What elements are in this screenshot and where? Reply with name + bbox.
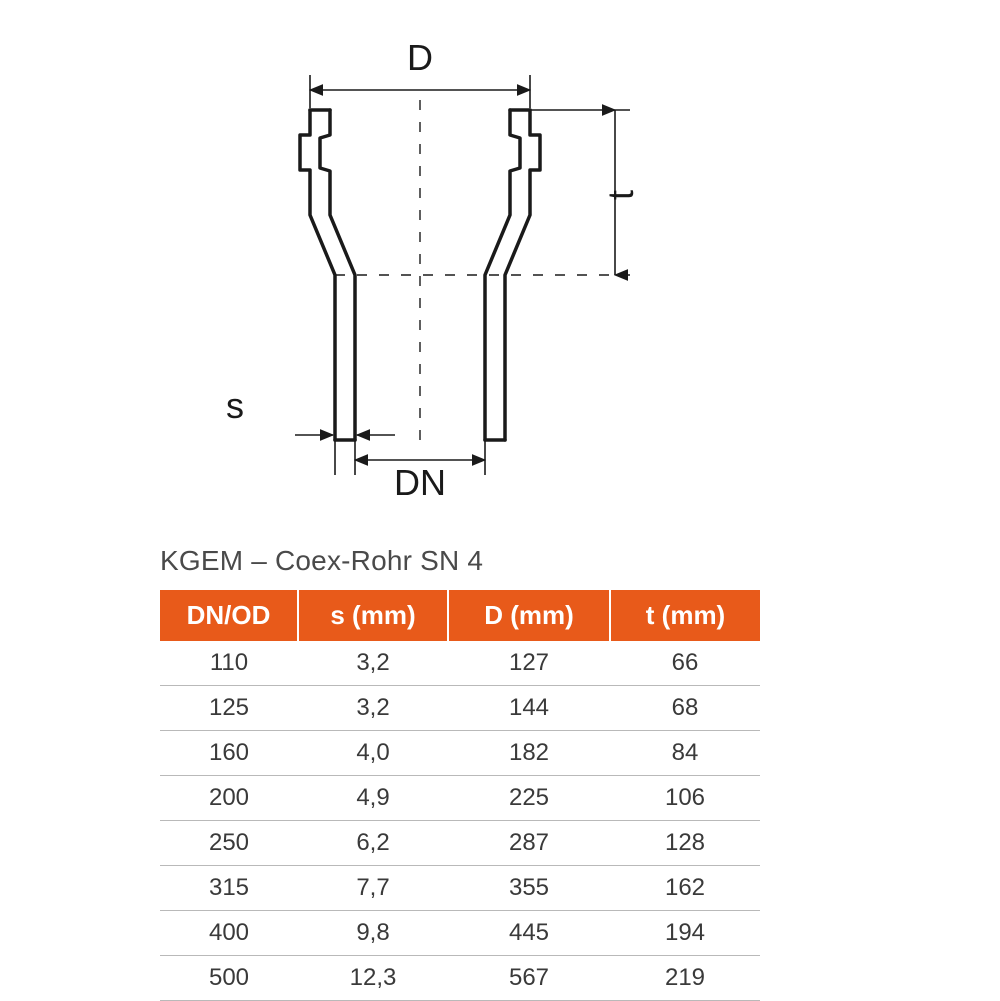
table-cell: 3,2	[298, 641, 448, 686]
table-cell: 125	[160, 686, 298, 731]
table-row: 3157,7355162	[160, 866, 760, 911]
table-cell: 200	[160, 776, 298, 821]
spec-table-wrap: DN/OD s (mm) D (mm) t (mm) 1103,21276612…	[160, 590, 760, 1001]
col-s: s (mm)	[298, 590, 448, 641]
table-cell: 4,9	[298, 776, 448, 821]
table-cell: 6,2	[298, 821, 448, 866]
table-cell: 128	[610, 821, 760, 866]
table-cell: 4,0	[298, 731, 448, 776]
table-cell: 127	[448, 641, 610, 686]
table-cell: 110	[160, 641, 298, 686]
table-header-row: DN/OD s (mm) D (mm) t (mm)	[160, 590, 760, 641]
table-cell: 445	[448, 911, 610, 956]
table-cell: 106	[610, 776, 760, 821]
table-cell: 400	[160, 911, 298, 956]
table-cell: 160	[160, 731, 298, 776]
table-cell: 500	[160, 956, 298, 1001]
table-cell: 9,8	[298, 911, 448, 956]
table-cell: 219	[610, 956, 760, 1001]
table-cell: 7,7	[298, 866, 448, 911]
dim-label-t: t	[600, 190, 641, 200]
table-row: 1604,018284	[160, 731, 760, 776]
table-row: 2506,2287128	[160, 821, 760, 866]
table-row: 4009,8445194	[160, 911, 760, 956]
table-row: 2004,9225106	[160, 776, 760, 821]
table-cell: 287	[448, 821, 610, 866]
dim-label-s: s	[226, 385, 244, 426]
table-caption: KGEM – Coex-Rohr SN 4	[160, 545, 483, 577]
table-row: 1103,212766	[160, 641, 760, 686]
dim-label-DN: DN	[394, 462, 446, 500]
table-cell: 355	[448, 866, 610, 911]
table-cell: 68	[610, 686, 760, 731]
table-cell: 225	[448, 776, 610, 821]
col-D: D (mm)	[448, 590, 610, 641]
dim-label-D: D	[407, 40, 433, 78]
table-row: 1253,214468	[160, 686, 760, 731]
col-dnod: DN/OD	[160, 590, 298, 641]
pipe-diagram: D t s	[195, 40, 705, 500]
table-cell: 12,3	[298, 956, 448, 1001]
table-cell: 84	[610, 731, 760, 776]
table-cell: 194	[610, 911, 760, 956]
table-cell: 315	[160, 866, 298, 911]
table-cell: 567	[448, 956, 610, 1001]
table-row: 50012,3567219	[160, 956, 760, 1001]
table-cell: 144	[448, 686, 610, 731]
spec-table: DN/OD s (mm) D (mm) t (mm) 1103,21276612…	[160, 590, 760, 1001]
col-t: t (mm)	[610, 590, 760, 641]
table-cell: 162	[610, 866, 760, 911]
table-cell: 3,2	[298, 686, 448, 731]
table-cell: 182	[448, 731, 610, 776]
table-cell: 250	[160, 821, 298, 866]
table-cell: 66	[610, 641, 760, 686]
